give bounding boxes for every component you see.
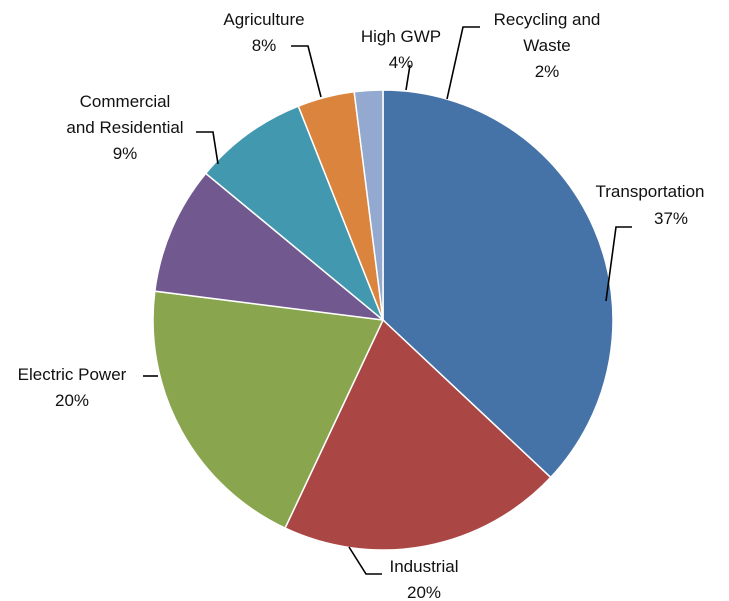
leader-line-industrial <box>348 546 382 575</box>
leader-line-transportation <box>605 226 632 302</box>
leader-line-high-gwp <box>405 64 411 91</box>
category-label-transportation: Transportation <box>596 182 705 201</box>
slice-commercial-and-residential <box>153 172 386 322</box>
slice-agriculture <box>204 105 384 321</box>
percent-label-transportation: 37% <box>654 209 688 228</box>
percent-label-high-gwp: 4% <box>389 53 414 72</box>
category-label-agriculture: Agriculture <box>223 10 304 29</box>
percent-label-commercial-and-residential: 9% <box>113 144 138 163</box>
leader-line-commercial-and-residential <box>196 131 219 165</box>
category-label-industrial: Industrial <box>390 557 459 576</box>
percent-label-industrial: 20% <box>407 583 441 601</box>
slice-industrial <box>284 318 552 551</box>
category-label-electric-power: Electric Power <box>18 365 127 384</box>
percent-label-electric-power: 20% <box>55 391 89 410</box>
leader-line-recycling-and-waste <box>446 26 480 100</box>
slice-electric-power <box>152 290 385 530</box>
slice-transportation <box>382 89 614 479</box>
category-label-recycling-and-waste: Recycling and <box>494 10 601 29</box>
label-layer: Transportation 37% Industrial 20% Electric P… <box>18 10 705 601</box>
leader-line-agriculture <box>291 45 322 98</box>
slice-recycling-and-waste <box>353 89 384 321</box>
category-label-commercial-and-residential-1: and Residential <box>66 118 183 137</box>
category-label-high-gwp: High GWP <box>361 27 441 46</box>
category-label-commercial-and-residential: Commercial <box>80 92 171 111</box>
slice-layer <box>152 89 614 551</box>
percent-label-recycling-and-waste: 2% <box>535 62 560 81</box>
category-label-recycling-and-waste-1: Waste <box>523 36 571 55</box>
leader-layer <box>143 26 632 575</box>
percent-label-agriculture: 8% <box>252 36 277 55</box>
